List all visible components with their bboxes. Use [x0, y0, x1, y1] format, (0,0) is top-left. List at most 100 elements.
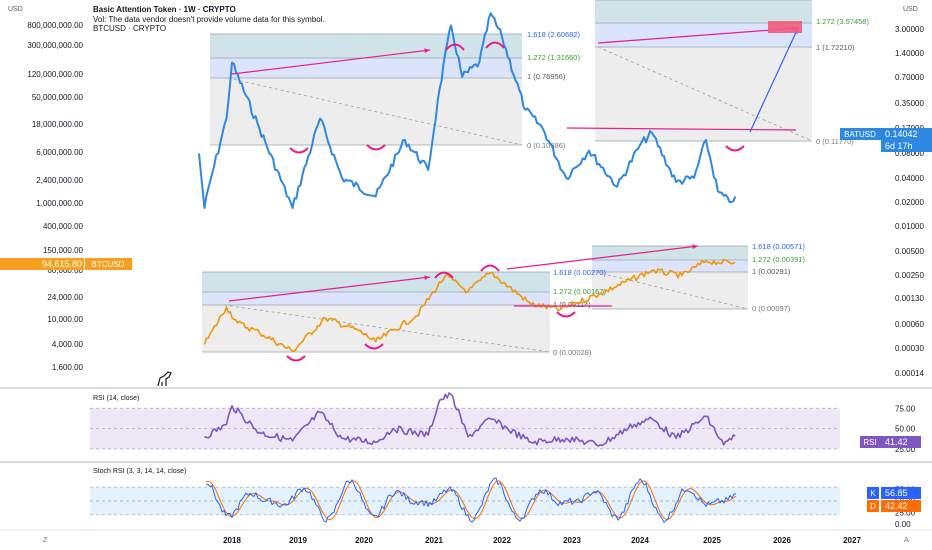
btc-tag-box — [85, 258, 132, 270]
stoch-k-tag-name: K — [870, 489, 876, 498]
bat-price-box — [881, 128, 932, 152]
right-axis-tick-7: 0.02000 — [895, 198, 924, 207]
stoch-title: Stoch RSI (3, 3, 14, 14, close) — [93, 468, 186, 475]
stoch-d-line — [205, 480, 737, 521]
right-axis-tick-12: 0.00060 — [895, 320, 924, 329]
bat-target-arrow — [597, 27, 799, 44]
left-axis-tick-4: 18,000,000.00 — [32, 120, 84, 129]
right-axis-tick-8: 0.01000 — [895, 222, 924, 231]
left-axis-tick-7: 1,000,000.00 — [36, 199, 83, 208]
fib-2-label-1: 1 (1.72210) — [816, 43, 855, 52]
left-axis-tick-13: 4,000.00 — [52, 340, 84, 349]
x-axis-tick-2018: 2018 — [223, 536, 241, 545]
btc-bottom-marker-1 — [286, 355, 306, 362]
x-axis-tick-2023: 2023 — [563, 536, 581, 545]
right-axis-tick-6: 0.04000 — [895, 174, 924, 183]
bat-breakout-arrow — [749, 27, 799, 133]
rsi-tag-name: RSI — [863, 438, 876, 447]
left-axis-tick-1: 300,000,000.00 — [27, 41, 83, 50]
fib-zone-3-band-2 — [202, 305, 550, 352]
rsi-value-box — [881, 436, 921, 448]
fib-zone-3-band-0 — [202, 272, 550, 292]
fib-1-label-0: 0 (0.10686) — [527, 141, 566, 150]
fib-2-label-1272: 1.272 (3.57458) — [816, 17, 869, 26]
btc-tag-name: BTCUSD — [92, 260, 125, 269]
left-axis-unit: USD — [8, 6, 23, 13]
x-axis-tick-2025: 2025 — [703, 536, 721, 545]
right-axis-tick-14: 0.00014 — [895, 369, 924, 378]
overlay-symbol-label: BTCUSD · CRYPTO — [93, 24, 167, 33]
stoch-axis-tick-3: 0.00 — [895, 520, 911, 529]
fib-4-label-1618: 1.618 (0.00571) — [752, 242, 805, 251]
footer-right-marker[interactable]: A — [904, 537, 909, 544]
stoch-k-value-box — [881, 487, 921, 499]
right-axis-tick-11: 0.00130 — [895, 294, 924, 303]
stoch-k-line — [205, 477, 737, 523]
dashed-trendline-1 — [597, 46, 813, 142]
fib-zone-1-band-2 — [210, 78, 522, 145]
btc-top-marker-1 — [434, 271, 454, 279]
btc-resistance-arrow-head — [424, 275, 430, 280]
fib-zone-1-band-0 — [210, 34, 522, 58]
fib-3-label-0: 0 (0.00028) — [553, 348, 592, 357]
fib-4-label-1272: 1.272 (0.00391) — [752, 255, 805, 264]
chart-title: Basic Attention Token · 1W · CRYPTO — [93, 5, 236, 14]
rsi-axis-tick-1: 50.00 — [895, 425, 916, 434]
right-axis-tick-9: 0.00500 — [895, 247, 924, 256]
left-axis-tick-3: 50,000,000.00 — [32, 93, 84, 102]
fib-4-label-0: 0 (0.00097) — [752, 304, 791, 313]
rsi-title: RSI (14, close) — [93, 395, 139, 402]
stoch-d-value: 42.42 — [885, 501, 908, 511]
bat-tag-name: BATUSD — [844, 130, 876, 139]
left-axis-tick-2: 120,000,000.00 — [27, 70, 83, 79]
stoch-k-value: 56.85 — [885, 488, 908, 498]
x-axis-tick-2024: 2024 — [631, 536, 649, 545]
right-axis-tick-2: 0.70000 — [895, 73, 924, 82]
bat-price-value: 0.14042 — [885, 129, 918, 139]
x-axis-tick-2019: 2019 — [289, 536, 307, 545]
bat-target-box — [768, 21, 802, 33]
left-axis-tick-9: 150,000.00 — [43, 246, 84, 255]
left-axis-tick-10: 60,000.00 — [47, 266, 83, 275]
fib-zone-1-band-1 — [210, 58, 522, 78]
rsi-line — [204, 392, 736, 447]
rsi-axis-tick-0: 75.00 — [895, 404, 916, 413]
stoch-axis-tick-2: 25.00 — [895, 509, 916, 518]
right-axis-tick-5: 0.08000 — [895, 149, 924, 158]
stoch-k-tag-box — [867, 487, 879, 499]
fib-3-label-1272: 1.272 (0.00167) — [553, 287, 606, 296]
left-axis-tick-12: 10,000.00 — [47, 315, 83, 324]
tradingview-logo-icon — [157, 371, 172, 387]
left-axis-tick-5: 6,000,000.00 — [36, 148, 83, 157]
btc-price-box — [0, 258, 84, 270]
btc-top-marker-2 — [480, 264, 500, 272]
right-axis-tick-13: 0.00030 — [895, 344, 924, 353]
btc-price-value: 94,615.80 — [42, 259, 82, 269]
btc-target-arrow-head — [692, 244, 698, 249]
bat-support-line — [566, 127, 797, 131]
fib-1-label-1618: 1.618 (2.60682) — [527, 30, 580, 39]
footer-left-marker[interactable]: Z — [43, 537, 48, 544]
right-axis-tick-0: 3.00000 — [895, 25, 924, 34]
x-axis-tick-2021: 2021 — [425, 536, 443, 545]
stoch-d-tag-box — [867, 500, 879, 512]
fib-3-label-1: 1 (0.00114) — [553, 300, 591, 309]
stoch-d-tag-name: D — [870, 502, 876, 511]
volume-note: Vol: The data vendor doesn't provide vol… — [93, 15, 325, 24]
bat-bottom-marker-3 — [725, 145, 745, 152]
stoch-d-value-box — [881, 500, 921, 512]
bat-bottom-marker-1 — [289, 147, 309, 154]
fib-3-label-1618: 1.618 (0.00270) — [553, 268, 606, 277]
fib-2-label-0: 0 (0.11770) — [816, 137, 854, 146]
bat-top-marker-2 — [485, 41, 505, 49]
bat-bottom-marker-2 — [366, 144, 386, 151]
fib-4-label-1: 1 (0.00291) — [752, 267, 791, 276]
x-axis-tick-2026: 2026 — [773, 536, 791, 545]
btc-bottom-marker-2 — [364, 343, 384, 350]
x-axis-tick-2022: 2022 — [493, 536, 511, 545]
bat-resistance-arrow-head — [424, 48, 430, 53]
dashed-trendline-3 — [595, 271, 749, 310]
fib-1-label-1272: 1.272 (1.31660) — [527, 53, 580, 62]
